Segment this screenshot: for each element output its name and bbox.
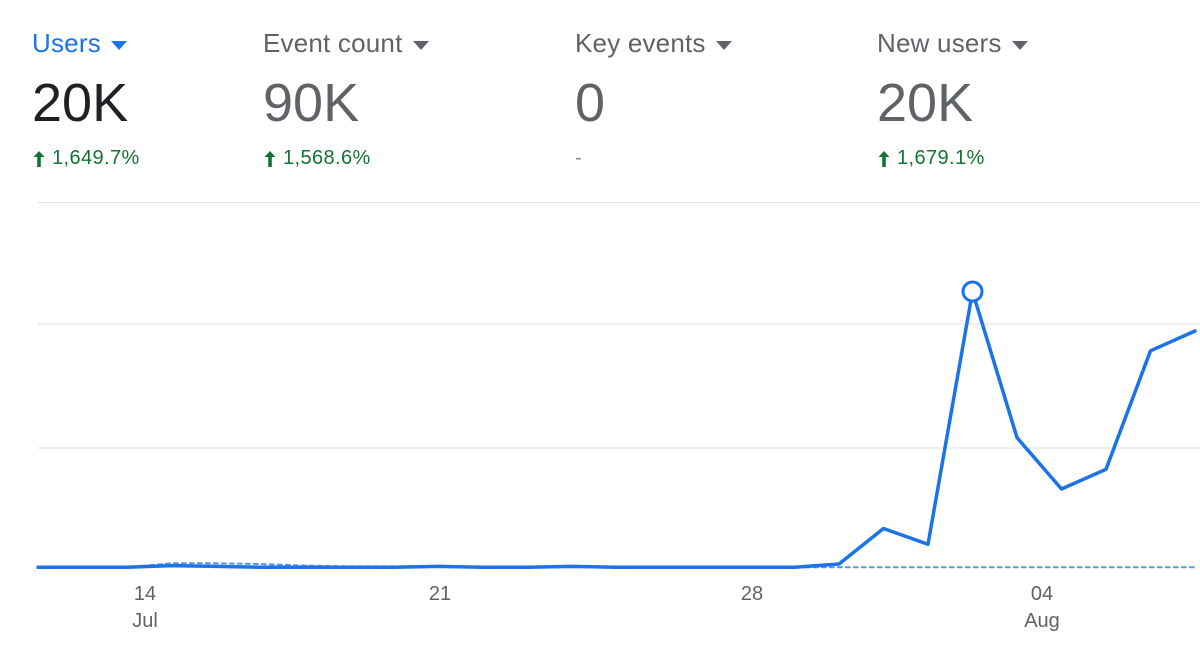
dropdown-caret-icon[interactable] bbox=[110, 40, 127, 50]
metric-change: 1,649.7% bbox=[32, 147, 292, 170]
series-line-current-period bbox=[36, 289, 1197, 569]
metric-selector-new-users[interactable]: New users bbox=[877, 28, 1137, 59]
x-tick-label: 14 bbox=[134, 583, 156, 605]
metric-value: 90K bbox=[263, 73, 360, 133]
metric-change-value: 1,649.7% bbox=[52, 147, 140, 169]
arrow-up-icon bbox=[878, 150, 890, 167]
arrow-up-icon bbox=[264, 150, 276, 167]
metric-selector-users[interactable]: Users bbox=[32, 28, 292, 59]
metric-label: Event count bbox=[263, 28, 403, 58]
metric-change: - bbox=[575, 147, 835, 170]
chart-gridlines bbox=[38, 323, 1200, 449]
metric-card-users[interactable]: Users 20K 1,649.7% bbox=[32, 28, 292, 198]
chart-x-axis: 14 Jul 21 28 04 Aug bbox=[132, 583, 1060, 632]
x-tick-label: 21 bbox=[429, 583, 451, 605]
metric-change: 1,679.1% bbox=[877, 147, 1137, 170]
metric-change-value: 1,679.1% bbox=[897, 147, 985, 169]
metric-selector-event-count[interactable]: Event count bbox=[263, 28, 523, 59]
metric-label: Users bbox=[32, 28, 101, 58]
arrow-up-icon bbox=[33, 150, 45, 167]
metric-card-new-users[interactable]: New users 20K 1,679.1% bbox=[877, 28, 1137, 198]
metric-change-value: 1,568.6% bbox=[283, 147, 371, 169]
x-tick-label: 28 bbox=[741, 583, 763, 605]
metric-change-value: - bbox=[575, 147, 583, 169]
metric-label: New users bbox=[877, 28, 1002, 58]
metric-value: 20K bbox=[32, 73, 129, 133]
metric-cards: Users 20K 1,649.7% Event count 90K 1,568… bbox=[0, 0, 1200, 200]
metric-card-key-events[interactable]: Key events 0 - bbox=[575, 28, 835, 198]
metric-value: 0 bbox=[575, 73, 606, 133]
hover-point-marker[interactable] bbox=[961, 280, 984, 303]
metric-selector-key-events[interactable]: Key events bbox=[575, 28, 835, 59]
x-tick-month-label: Jul bbox=[132, 610, 158, 632]
header-divider bbox=[38, 202, 1200, 203]
x-tick-label: 04 bbox=[1031, 583, 1053, 605]
dropdown-caret-icon[interactable] bbox=[1011, 40, 1028, 50]
chart-series bbox=[36, 280, 1197, 569]
dropdown-caret-icon[interactable] bbox=[715, 40, 732, 50]
metric-card-event-count[interactable]: Event count 90K 1,568.6% bbox=[263, 28, 523, 198]
metric-label: Key events bbox=[575, 28, 706, 58]
x-tick-month-label: Aug bbox=[1024, 610, 1060, 632]
metric-change: 1,568.6% bbox=[263, 147, 523, 170]
dropdown-caret-icon[interactable] bbox=[412, 40, 429, 50]
metric-value: 20K bbox=[877, 73, 974, 133]
